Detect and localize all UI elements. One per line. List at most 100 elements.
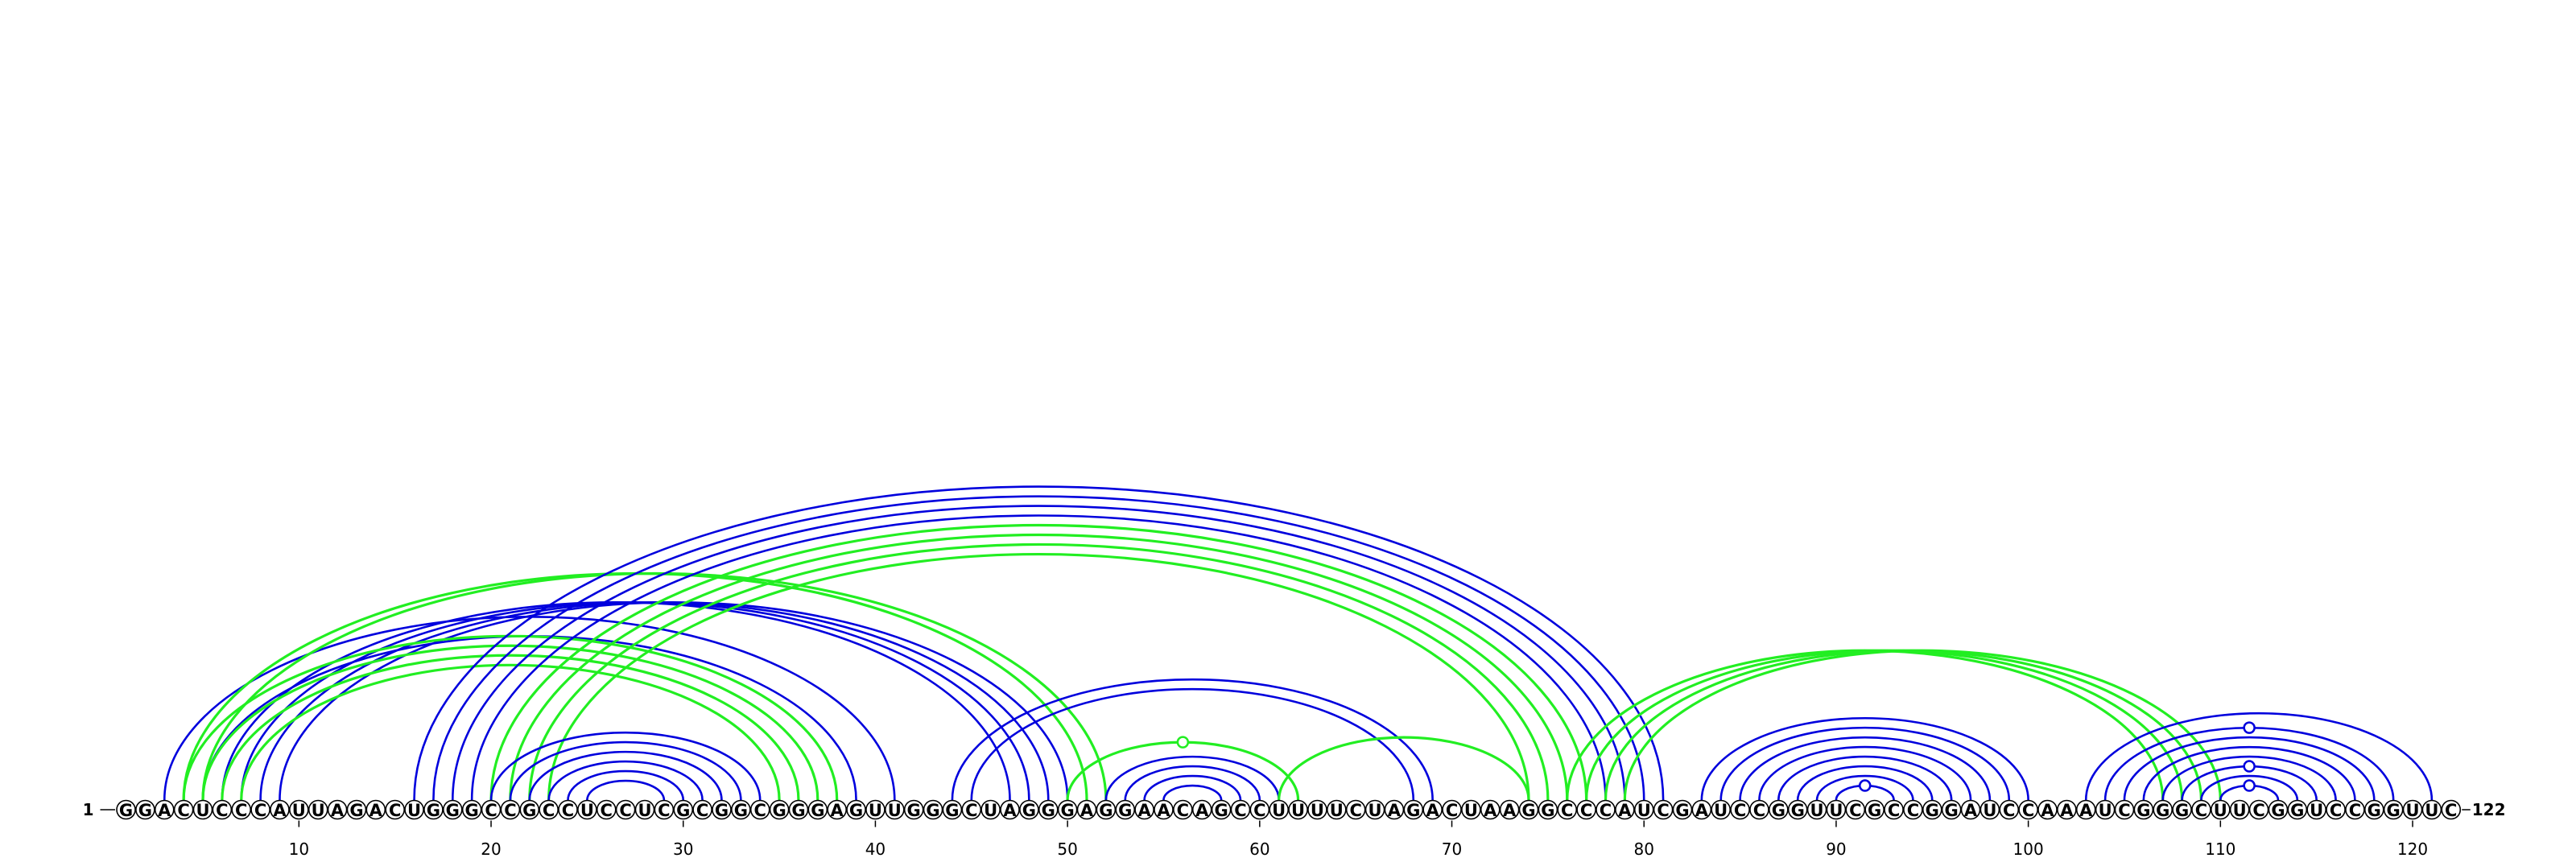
nucleotide-letter: U xyxy=(1810,801,1824,820)
nucleotide-letter: C xyxy=(2330,801,2342,820)
base-pair-arc-blue xyxy=(163,616,896,801)
base-pair-arc-green xyxy=(221,654,800,801)
nucleotide: C xyxy=(749,799,770,820)
nucleotide-circle xyxy=(1076,799,1097,820)
nucleotide-circle xyxy=(1979,799,2000,820)
nucleotide-letter: G xyxy=(715,801,729,820)
nucleotide-circle xyxy=(2037,799,2058,820)
nucleotide-circle xyxy=(980,799,1001,820)
nucleotide-letter: C xyxy=(1177,801,1189,820)
nucleotide-letter: G xyxy=(1022,801,1036,820)
nucleotide-letter: C xyxy=(1446,801,1458,820)
nucleotide-letter: U xyxy=(1464,801,1478,820)
nucleotide-letter: A xyxy=(1388,801,1402,820)
nucleotide-letter: C xyxy=(485,801,497,820)
nucleotide-letter: A xyxy=(1137,801,1151,820)
nucleotide-letter: C xyxy=(389,801,401,820)
arc-apex-marker xyxy=(1858,779,1872,792)
nucleotide: U xyxy=(1633,799,1654,820)
nucleotide: A xyxy=(1615,799,1635,820)
nucleotide: G xyxy=(769,799,790,820)
position-axis: 10 20 30 40 50 60 70 80 90 100 110 120 xyxy=(289,820,2428,858)
nucleotide: A xyxy=(1384,799,1405,820)
nucleotide-circle xyxy=(1422,799,1443,820)
base-pair-arc-blue xyxy=(1719,726,2011,801)
nucleotide: C xyxy=(1230,799,1251,820)
nucleotide: G xyxy=(2383,799,2404,820)
nucleotide-letter: G xyxy=(2156,801,2169,820)
nucleotide-letter: G xyxy=(1042,801,1055,820)
nucleotide-letter: C xyxy=(2349,801,2361,820)
nucleotide-circle xyxy=(1154,799,1174,820)
nucleotide-letter: G xyxy=(2387,801,2401,820)
nucleotide: C xyxy=(692,799,712,820)
nucleotide-letter: U xyxy=(2405,801,2419,820)
nucleotide: A xyxy=(1499,799,1520,820)
nucleotide: G xyxy=(1038,799,1059,820)
nucleotide-circle xyxy=(154,799,175,820)
nucleotide: G xyxy=(1941,799,1962,820)
nucleotide: U xyxy=(1806,799,1827,820)
nucleotide-circle xyxy=(308,799,328,820)
nucleotide: A xyxy=(1134,799,1154,820)
nucleotide-letter: G xyxy=(791,801,805,820)
nucleotide-letter: A xyxy=(331,801,345,820)
nucleotide: U xyxy=(2211,799,2231,820)
nucleotide-circle xyxy=(1691,799,1712,820)
nucleotide-circle xyxy=(1787,799,1808,820)
base-pair-arc-blue xyxy=(1700,716,2029,801)
nucleotide: U xyxy=(1288,799,1308,820)
nucleotide-letter: U xyxy=(1368,801,1382,820)
nucleotide-circle xyxy=(1999,799,2020,820)
nucleotide-circle xyxy=(2421,799,2442,820)
nucleotide-circle xyxy=(1115,799,1136,820)
nucleotide-letter: G xyxy=(945,801,959,820)
base-pair-arc-blue xyxy=(1758,745,1972,801)
nucleotide-letter: G xyxy=(2290,801,2304,820)
nucleotide: G xyxy=(923,799,943,820)
nucleotide-letter: U xyxy=(1714,801,1728,820)
nucleotide-letter: C xyxy=(753,801,766,820)
nucleotide-circle xyxy=(2075,799,2096,820)
nucleotide: U xyxy=(1826,799,1847,820)
nucleotide-letter: G xyxy=(138,801,152,820)
axis-tick-label: 100 xyxy=(2013,839,2044,858)
base-pair-arc-blue xyxy=(1104,755,1280,801)
nucleotide: C xyxy=(1653,799,1674,820)
nucleotide-letter: U xyxy=(2099,801,2112,820)
nucleotide-circle xyxy=(1173,799,1193,820)
nucleotide-circle xyxy=(1903,799,1923,820)
nucleotide-circle xyxy=(135,799,155,820)
base-pair-arc-blue xyxy=(586,779,666,801)
nucleotide-letter: C xyxy=(1349,801,1361,820)
nucleotide: A xyxy=(2057,799,2077,820)
nucleotide-letter: A xyxy=(1695,801,1709,820)
nucleotide-circle xyxy=(1345,799,1366,820)
nucleotide-letter: C xyxy=(965,801,977,820)
axis-tick-label: 90 xyxy=(1826,839,1846,858)
nucleotide: C xyxy=(1884,799,1904,820)
nucleotide-circle xyxy=(788,799,809,820)
nucleotide-circle xyxy=(1845,799,1866,820)
nucleotide-letter: U xyxy=(580,801,594,820)
nucleotide-circle xyxy=(1826,799,1847,820)
base-pair-arc-blue xyxy=(432,495,1645,801)
nucleotide: G xyxy=(942,799,963,820)
base-pair-arc-blue xyxy=(1124,765,1261,801)
nucleotide-letter: G xyxy=(427,801,440,820)
arc-apex-marker xyxy=(2243,721,2256,734)
nucleotide-circle xyxy=(327,799,348,820)
base-pair-arc-green xyxy=(547,552,1530,801)
nucleotide: G xyxy=(807,799,828,820)
nucleotide: G xyxy=(2133,799,2154,820)
nucleotide-circle xyxy=(2383,799,2404,820)
nucleotide-circle xyxy=(2306,799,2326,820)
nucleotide: U xyxy=(577,799,597,820)
nucleotide-circle xyxy=(1038,799,1059,820)
nucleotide-letter: U xyxy=(196,801,209,820)
base-pair-arc-blue xyxy=(547,760,704,801)
nucleotide-circle xyxy=(270,799,290,820)
nucleotide: C xyxy=(558,799,578,820)
nucleotide: U xyxy=(885,799,905,820)
base-pair-arc-green xyxy=(489,523,1588,801)
